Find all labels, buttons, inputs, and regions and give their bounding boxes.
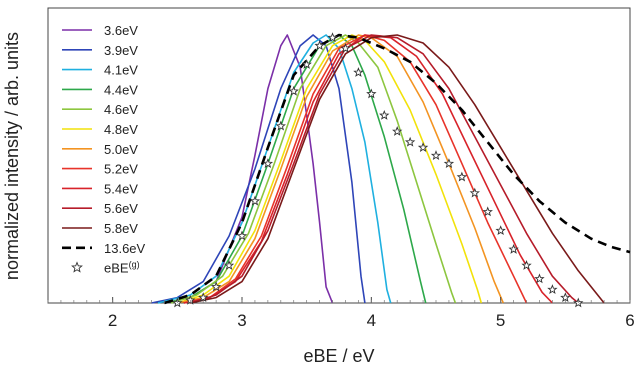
marker-point [223, 260, 235, 270]
x-tick-label: 5 [496, 311, 505, 330]
series-line-5.6eV [190, 34, 579, 304]
series-line-4.4eV [164, 34, 427, 304]
marker-point [547, 284, 558, 295]
legend-label: 3.6eV [104, 23, 138, 38]
marker-point [353, 67, 364, 77]
marker-point [404, 136, 416, 147]
marker-point [392, 126, 403, 136]
marker-point [417, 142, 429, 152]
series-line-5.4eV [183, 34, 553, 304]
series-line-4.6eV [170, 34, 457, 304]
series-line-5.2eV [183, 34, 528, 304]
x-tick-label: 4 [367, 311, 376, 330]
legend-label: 5.0eV [104, 142, 138, 157]
marker-point [443, 158, 455, 169]
marker-point [366, 88, 377, 99]
series-line-5.8eV [190, 34, 605, 304]
legend-label: 13.6eV [104, 241, 146, 256]
legend-label: 4.6eV [104, 102, 138, 117]
marker-point [314, 40, 325, 51]
legend: 3.6eV 3.9eV 4.1eV 4.4eV 4.6eV 4.8eV 5.0eV 5.2eV… [62, 23, 146, 276]
marker-point [275, 120, 286, 131]
marker-point [495, 225, 506, 236]
marker-point [301, 59, 312, 69]
x-tick-label: 2 [108, 311, 117, 330]
series-line-5.0eV [177, 34, 505, 304]
marker-point [262, 158, 274, 169]
marker-point [482, 206, 493, 217]
marker-point [379, 109, 390, 120]
marker-point [288, 85, 299, 96]
legend-label: 3.9eV [104, 43, 138, 58]
series-line-3.9eV [151, 34, 366, 304]
legend-label: 4.1eV [104, 63, 138, 78]
legend-label: 5.2eV [104, 162, 138, 177]
legend-label: 4.8eV [104, 122, 138, 137]
marker-point [340, 42, 351, 53]
series-layer [151, 33, 631, 305]
legend-label: 5.8eV [104, 221, 138, 236]
legend-label: 5.6eV [104, 201, 138, 216]
marker-point [430, 150, 442, 161]
x-axis-label: eBE / eV [303, 346, 374, 366]
series-line-13.6eV [164, 33, 631, 305]
x-tick-label: 6 [625, 311, 634, 330]
legend-label-markers: eBE(g) [104, 260, 140, 276]
marker-point [198, 292, 209, 303]
series-line-4.8eV [177, 34, 483, 304]
marker-point [327, 32, 338, 43]
marker-point [249, 195, 261, 206]
marker-point [508, 243, 519, 254]
marker-point [521, 260, 532, 270]
marker-point [469, 187, 480, 198]
tick-layer: 2 3 4 5 6 [47, 297, 635, 330]
marker-point [534, 273, 545, 284]
marker-point [456, 171, 468, 182]
marker-point [236, 230, 248, 241]
plot-frame [47, 7, 631, 304]
y-axis-label: normalized intensity / arb. units [2, 32, 22, 280]
legend-star-icon [71, 261, 83, 273]
marker-point [210, 281, 222, 292]
x-tick-label: 3 [237, 311, 246, 330]
legend-label: 5.4eV [104, 181, 138, 196]
legend-label: 4.4eV [104, 82, 138, 97]
marker-point [560, 292, 571, 303]
